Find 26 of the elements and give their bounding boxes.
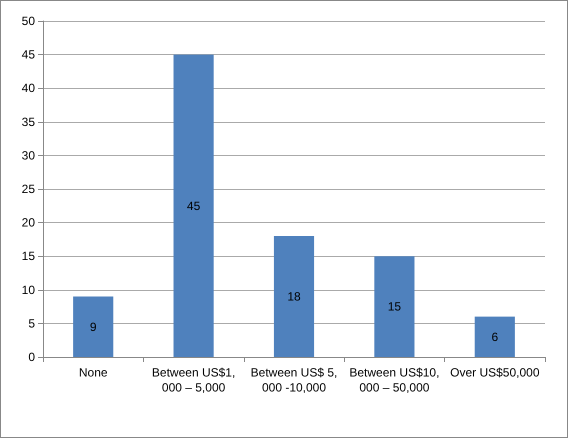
y-tick-label: 45 bbox=[22, 48, 36, 62]
bar bbox=[274, 236, 314, 357]
y-tick-label: 30 bbox=[22, 148, 36, 162]
y-tick-label: 25 bbox=[22, 182, 36, 196]
data-label: 45 bbox=[186, 198, 201, 213]
data-label: 6 bbox=[491, 330, 498, 344]
bar bbox=[474, 316, 515, 357]
x-tick-label: Between US$1,000 – 5,000 bbox=[152, 366, 236, 394]
y-tick-label: 35 bbox=[22, 114, 36, 129]
bar bbox=[73, 296, 114, 357]
bar bbox=[174, 54, 214, 357]
data-label: 18 bbox=[287, 290, 301, 304]
y-tick-label: 20 bbox=[22, 216, 36, 230]
y-tick-label: 40 bbox=[22, 81, 36, 96]
data-label: 9 bbox=[90, 320, 97, 334]
y-tick-label: 5 bbox=[28, 316, 36, 330]
y-tick-label: 50 bbox=[22, 14, 36, 28]
bar bbox=[374, 256, 414, 357]
x-tick-label: Between US$10,000 – 50,000 bbox=[349, 366, 440, 394]
x-tick-label: None bbox=[78, 366, 108, 380]
data-label: 15 bbox=[388, 300, 402, 314]
x-tick-label: Between US$ 5,000 -10,000 bbox=[250, 366, 338, 394]
y-tick-label: 0 bbox=[28, 350, 36, 364]
y-tick-label: 15 bbox=[22, 249, 36, 264]
x-tick-label: Over US$50,000 bbox=[450, 366, 540, 380]
y-tick-label: 10 bbox=[22, 282, 36, 297]
